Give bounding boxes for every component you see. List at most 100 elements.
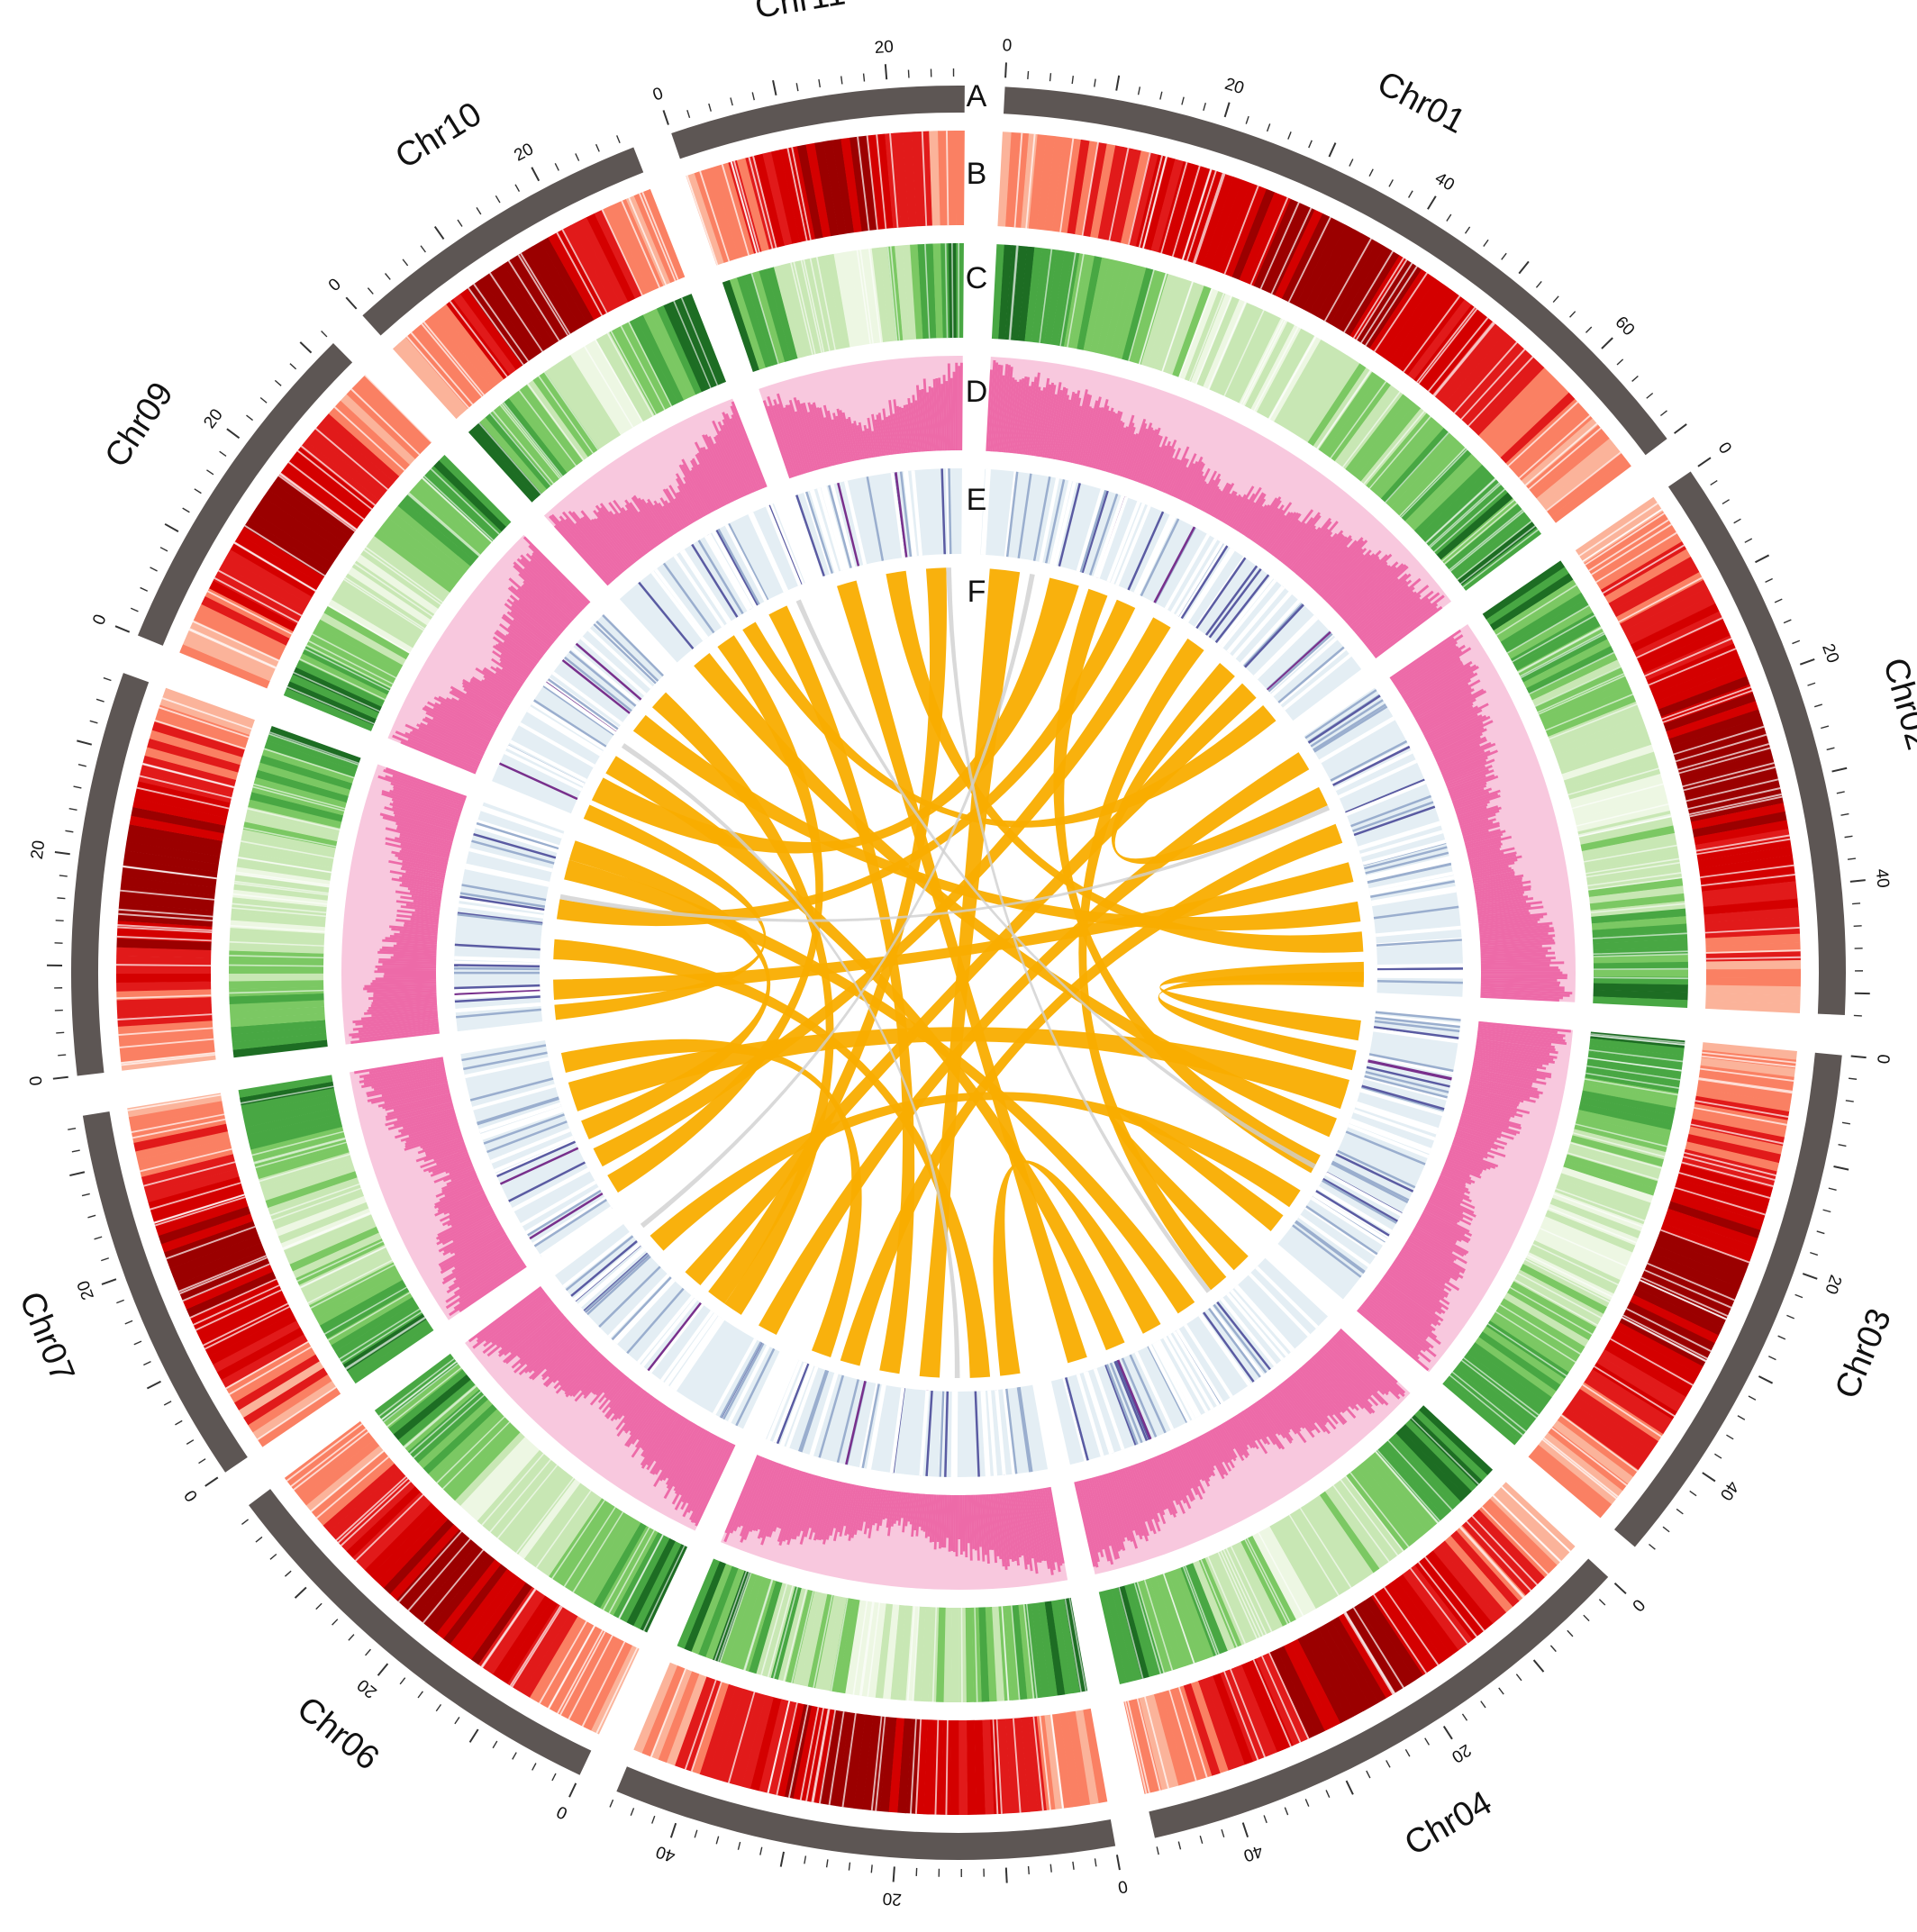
- heatmap-c-gap: [1495, 1311, 1576, 1364]
- heatmap-c-bin: [663, 302, 708, 393]
- histogram-bar: [988, 1493, 995, 1550]
- heatmap-b-gap: [1039, 1715, 1051, 1810]
- line-track-mark: [890, 472, 906, 558]
- heatmap-c-bin: [241, 829, 336, 855]
- histogram-bar: [1386, 1271, 1446, 1314]
- heatmap-b-gap: [1343, 250, 1395, 333]
- heatmap-c-bin: [335, 585, 421, 642]
- heatmap-c-bin: [275, 1195, 367, 1237]
- synteny-link-34: [559, 805, 1331, 922]
- heatmap-c-bin: [1285, 347, 1341, 432]
- heatmap-b-bin: [1671, 717, 1765, 755]
- heatmap-c-bin: [684, 294, 727, 385]
- histogram-bar: [438, 1228, 504, 1267]
- heatmap-c-bin: [238, 1075, 333, 1098]
- heatmap-c-bin: [1280, 1516, 1336, 1601]
- histogram-bar: [1393, 640, 1458, 685]
- heatmap-c-bin: [1573, 788, 1667, 820]
- heatmap-c-gap: [538, 376, 594, 454]
- tick-chr04-4: [1583, 1614, 1590, 1622]
- histogram-bar: [1235, 502, 1256, 531]
- heatmap-c-bin: [1345, 394, 1410, 474]
- heatmap-c-bin: [580, 1515, 636, 1601]
- histogram-bar: [1476, 1042, 1550, 1056]
- histogram-bar: [1156, 449, 1176, 491]
- heatmap-c-gap: [1590, 1033, 1685, 1044]
- heatmap-c-bin: [1263, 1526, 1316, 1613]
- histogram-bar: [574, 1361, 612, 1402]
- histogram-bar: [396, 1103, 454, 1121]
- line-track-mark: [944, 1391, 949, 1477]
- heatmap-b-gap: [559, 1631, 606, 1716]
- heatmap-b-bin: [457, 1573, 520, 1655]
- histogram-bar: [1454, 794, 1501, 812]
- histogram-bar: [1144, 446, 1162, 485]
- heatmap-c-bin: [1057, 1599, 1080, 1694]
- histogram-bar: [1016, 1492, 1028, 1570]
- histogram-bar: [385, 1093, 451, 1111]
- histogram-bar: [485, 1293, 548, 1343]
- line-track-mark: [1085, 1371, 1114, 1454]
- histogram-bar: [1192, 480, 1207, 507]
- histogram-bar: [936, 1494, 941, 1542]
- histogram-bar: [1158, 1454, 1186, 1514]
- heatmap-c-bin: [488, 1458, 555, 1537]
- histogram-bar: [807, 402, 827, 468]
- line-track-mark: [1369, 875, 1455, 896]
- histogram-bar: [391, 928, 438, 934]
- line-track-mark: [1106, 501, 1141, 583]
- histogram-bar: [507, 632, 542, 659]
- histogram-bar: [1390, 637, 1455, 682]
- histogram-bar: [836, 408, 850, 463]
- heatmap-b-bin: [127, 824, 223, 849]
- karyotype-chr08: [70, 673, 150, 1076]
- heatmap-c-gap: [232, 903, 327, 914]
- heatmap-c-bin: [1011, 1604, 1028, 1701]
- histogram-bar: [1408, 666, 1479, 709]
- histogram-bar: [389, 870, 445, 883]
- heatmap-c-bin: [965, 1607, 975, 1702]
- heatmap-b-bin: [140, 764, 234, 795]
- heatmap-b-gap: [1223, 185, 1259, 275]
- histogram-bar: [404, 1126, 460, 1147]
- histogram-bar: [504, 603, 554, 644]
- histogram-bar: [1285, 528, 1317, 567]
- histogram-bar: [1040, 382, 1055, 458]
- tick-chr08-36: [103, 676, 112, 682]
- heatmap-b-gap: [511, 1606, 563, 1688]
- histogram-bar: [1123, 1467, 1149, 1537]
- histogram-bar: [1107, 1473, 1131, 1541]
- histogram-bar: [1371, 1290, 1441, 1346]
- histogram-bar: [1480, 991, 1570, 997]
- histogram-bar: [1319, 548, 1367, 597]
- heatmap-b-bin: [1461, 349, 1532, 425]
- line-track-mark: [641, 1298, 698, 1367]
- histogram-track-d: [341, 356, 1576, 1591]
- heatmap-b-bin: [716, 1688, 751, 1782]
- heatmap-c-bin: [1103, 262, 1132, 357]
- heatmap-b-bin: [183, 636, 274, 682]
- histogram-bar: [898, 406, 906, 454]
- heatmap-b-bin: [1705, 959, 1801, 970]
- histogram-bar: [1431, 727, 1485, 754]
- histogram-bar: [1190, 1439, 1212, 1478]
- heatmap-c-gap: [608, 1529, 656, 1614]
- heatmap-c-gap: [1531, 1243, 1619, 1286]
- tick-chr07-24: [94, 1236, 103, 1240]
- heatmap-c-bin: [231, 912, 326, 928]
- tick-chr11-8: [751, 92, 755, 101]
- heatmap-b-bin: [989, 1719, 1004, 1815]
- heatmap-c-bin: [1500, 1298, 1585, 1354]
- heatmap-b-bin: [1449, 338, 1520, 415]
- heatmap-c-bin: [1128, 269, 1161, 363]
- heatmap-c-bin: [1275, 1519, 1330, 1606]
- histogram-bar: [931, 1494, 937, 1542]
- heatmap-c-gap: [912, 1606, 921, 1701]
- heatmap-b-bin: [1705, 976, 1801, 987]
- histogram-bar: [1252, 1403, 1286, 1450]
- heatmap-c-gap: [1299, 1507, 1352, 1589]
- histogram-bar: [1404, 1242, 1464, 1279]
- synteny-link-12: [553, 862, 1354, 1000]
- line-track-mark: [1373, 905, 1459, 920]
- heatmap-b-gap: [1695, 834, 1790, 852]
